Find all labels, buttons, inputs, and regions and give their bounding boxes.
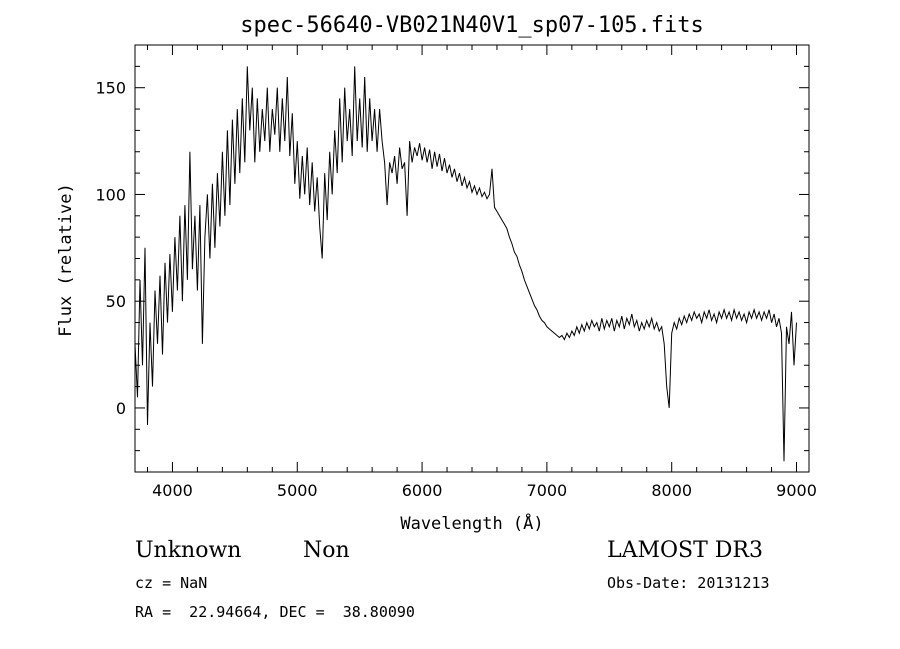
chart-title: spec-56640-VB021N40V1_sp07-105.fits: [240, 13, 704, 38]
spectral-subclass: Non: [303, 538, 350, 563]
y-tick-label: 50: [106, 292, 126, 311]
plot-frame: [134, 44, 810, 473]
coordinates-text: RA = 22.94664, DEC = 38.80090: [135, 603, 415, 621]
y-tick-label: 100: [95, 185, 126, 204]
x-tick-label: 7000: [527, 481, 568, 500]
spectrum-line: [134, 66, 797, 462]
x-tick-label: 4000: [152, 481, 193, 500]
x-axis-label: Wavelength (Å): [400, 512, 543, 534]
series-layer: [134, 66, 797, 462]
survey-name: LAMOST DR3: [607, 538, 763, 563]
x-tick-label: 8000: [651, 481, 692, 500]
x-axis-ticks: 4000 5000 6000 7000 8000 9000: [146, 45, 817, 500]
x-tick-label: 6000: [402, 481, 443, 500]
x-tick-label: 9000: [776, 481, 817, 500]
redshift-text: cz = NaN: [135, 574, 208, 592]
x-tick-label: 5000: [277, 481, 318, 500]
y-axis-ticks: 0 50 100 150: [95, 44, 809, 473]
y-tick-label: 0: [116, 399, 126, 418]
obs-date-text: Obs-Date: 20131213: [607, 574, 770, 592]
y-tick-label: 150: [95, 79, 126, 98]
spectral-class: Unknown: [135, 538, 242, 563]
y-axis-label: Flux (relative): [56, 183, 76, 337]
